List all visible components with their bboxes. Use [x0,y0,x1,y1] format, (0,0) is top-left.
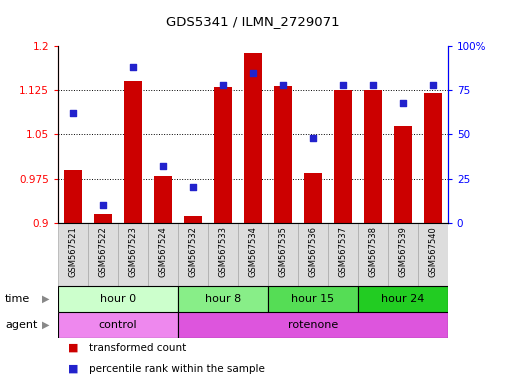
Bar [357,286,447,312]
Bar [268,223,297,286]
Text: time: time [5,294,30,304]
Bar [58,223,88,286]
Text: GSM567523: GSM567523 [128,226,137,277]
Text: ▶: ▶ [42,294,49,304]
Point [338,82,346,88]
Text: GSM567522: GSM567522 [98,226,108,276]
Point [428,82,436,88]
Text: GSM567535: GSM567535 [278,226,287,277]
Point [248,70,257,76]
Text: GSM567536: GSM567536 [308,226,317,277]
Point [129,64,137,70]
Bar [273,86,291,223]
Text: percentile rank within the sample: percentile rank within the sample [88,364,264,374]
Text: GSM567534: GSM567534 [248,226,257,277]
Bar [363,89,381,223]
Bar [178,312,447,338]
Text: GSM567539: GSM567539 [397,226,407,277]
Bar [393,126,411,223]
Bar [88,223,118,286]
Bar [327,223,357,286]
Text: hour 0: hour 0 [100,294,136,304]
Point [99,202,107,208]
Point [278,82,286,88]
Bar [387,223,417,286]
Text: control: control [98,320,137,330]
Text: GSM567533: GSM567533 [218,226,227,277]
Text: GSM567537: GSM567537 [338,226,347,277]
Bar [357,223,387,286]
Text: ▶: ▶ [42,320,49,330]
Text: GSM567521: GSM567521 [69,226,78,276]
Bar [154,175,172,223]
Text: hour 15: hour 15 [291,294,334,304]
Text: GDS5341 / ILMN_2729071: GDS5341 / ILMN_2729071 [166,15,339,28]
Bar [208,223,237,286]
Bar [148,223,178,286]
Text: agent: agent [5,320,37,330]
Point [308,135,316,141]
Bar [64,170,82,223]
Bar [237,223,268,286]
Text: GSM567532: GSM567532 [188,226,197,277]
Bar [58,286,178,312]
Bar [178,223,208,286]
Bar [304,173,321,223]
Point [69,110,77,116]
Bar [423,93,441,223]
Text: transformed count: transformed count [88,343,185,353]
Point [189,184,197,190]
Point [159,163,167,169]
Bar [333,90,351,223]
Bar [94,214,112,223]
Bar [243,53,262,223]
Text: hour 8: hour 8 [205,294,241,304]
Text: hour 24: hour 24 [380,294,424,304]
Point [219,82,227,88]
Bar [178,286,268,312]
Text: GSM567540: GSM567540 [427,226,436,276]
Text: ■: ■ [68,364,79,374]
Bar [417,223,447,286]
Text: ■: ■ [68,343,79,353]
Point [398,99,406,106]
Bar [124,81,142,223]
Bar [58,312,178,338]
Bar [297,223,327,286]
Bar [118,223,148,286]
Text: GSM567538: GSM567538 [368,226,377,277]
Point [368,82,376,88]
Bar [268,286,357,312]
Text: rotenone: rotenone [287,320,337,330]
Bar [214,87,232,223]
Bar [184,216,201,223]
Text: GSM567524: GSM567524 [158,226,167,276]
